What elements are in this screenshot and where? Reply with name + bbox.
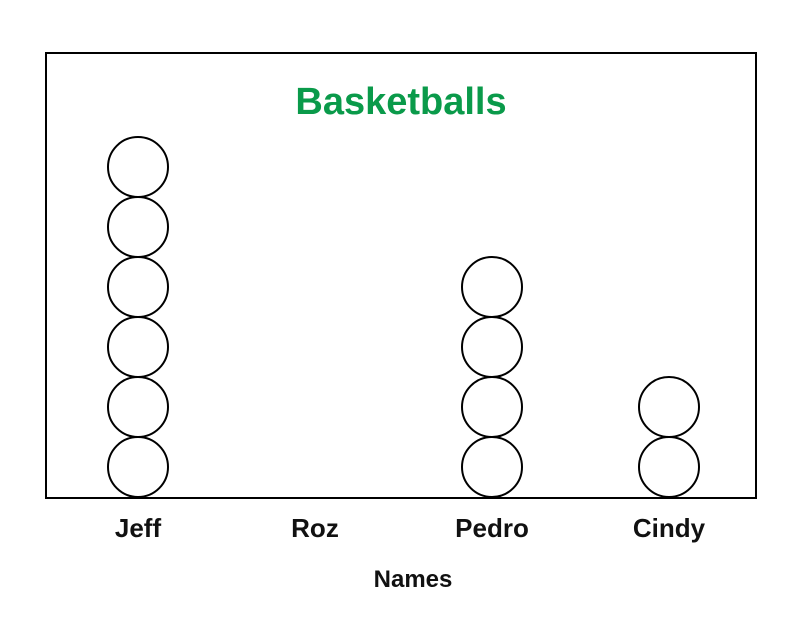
- basketball-mark-pedro-3: [461, 316, 523, 378]
- basketball-mark-cindy-2: [638, 376, 700, 438]
- x-tick-label-cindy: Cindy: [633, 513, 706, 543]
- basketball-mark-pedro-4: [461, 256, 523, 318]
- x-tick-labels: Jeff Roz Pedro Cindy: [115, 513, 706, 543]
- basketball-mark-jeff-2: [107, 376, 169, 438]
- basketball-mark-pedro-1: [461, 436, 523, 498]
- x-tick-label-jeff: Jeff: [115, 513, 162, 543]
- basketball-mark-jeff-1: [107, 436, 169, 498]
- x-axis-label: Names: [374, 566, 453, 593]
- marks-group: [107, 136, 700, 498]
- basketball-mark-cindy-1: [638, 436, 700, 498]
- x-tick-label-pedro: Pedro: [455, 513, 529, 543]
- basketball-mark-jeff-3: [107, 316, 169, 378]
- chart-title: Basketballs: [295, 81, 506, 123]
- basketball-mark-jeff-4: [107, 256, 169, 318]
- plot-frame: [45, 52, 757, 499]
- basketball-mark-jeff-6: [107, 136, 169, 198]
- basketball-mark-pedro-2: [461, 376, 523, 438]
- x-tick-label-roz: Roz: [291, 513, 339, 543]
- basketball-mark-jeff-5: [107, 196, 169, 258]
